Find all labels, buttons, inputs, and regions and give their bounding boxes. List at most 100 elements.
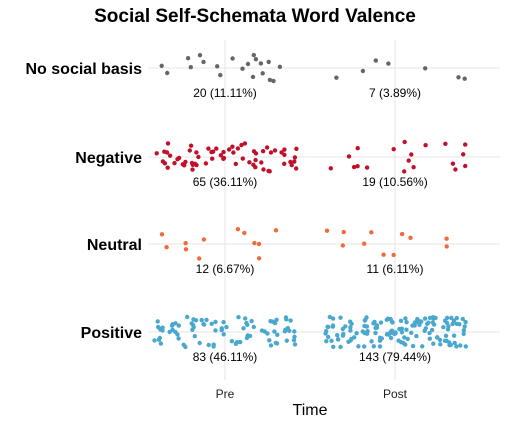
point-positive-pre <box>229 339 235 344</box>
chart-title: Social Self-Schemata Word Valence <box>94 6 416 27</box>
point-positive-pre <box>288 318 293 323</box>
point-negative-pre <box>292 155 298 160</box>
point-no-social-basis-pre <box>250 74 256 80</box>
point-negative-pre <box>268 150 274 155</box>
point-negative-pre <box>172 160 177 166</box>
point-negative-pre <box>240 156 245 161</box>
point-no-social-basis-pre <box>258 61 264 66</box>
point-positive-post <box>449 315 454 321</box>
point-neutral-pre <box>256 241 262 247</box>
point-negative-pre <box>162 161 168 166</box>
point-neutral-post <box>399 231 405 237</box>
point-positive-post <box>419 319 424 324</box>
point-negative-pre <box>239 142 244 148</box>
point-positive-post <box>346 339 351 344</box>
point-positive-post <box>331 344 336 349</box>
point-negative-pre <box>180 162 185 167</box>
point-positive-post <box>450 321 455 327</box>
point-positive-pre <box>268 343 274 348</box>
point-positive-pre <box>283 315 289 320</box>
point-negative-post <box>364 165 370 170</box>
point-positive-post <box>338 315 343 320</box>
point-positive-post <box>452 340 457 346</box>
point-positive-post <box>463 344 468 349</box>
point-positive-post <box>433 315 438 321</box>
point-positive-pre <box>183 344 188 350</box>
point-positive-post <box>423 326 428 331</box>
point-positive-post <box>441 325 446 330</box>
point-positive-pre <box>176 336 181 341</box>
point-positive-pre <box>211 342 216 347</box>
point-positive-pre <box>265 331 270 336</box>
point-no-social-basis-pre <box>245 61 251 67</box>
point-positive-pre <box>270 319 275 324</box>
point-positive-pre <box>284 338 289 343</box>
point-positive-post <box>460 316 465 322</box>
point-negative-pre <box>221 149 226 155</box>
point-negative-pre <box>226 147 232 152</box>
point-neutral-post <box>341 229 346 235</box>
point-negative-post <box>443 141 448 146</box>
point-positive-post <box>427 315 433 321</box>
point-positive-post <box>397 326 402 332</box>
point-positive-post <box>422 316 428 321</box>
point-negative-pre <box>260 149 266 154</box>
point-neutral-pre <box>183 247 189 252</box>
point-positive-post <box>402 335 407 340</box>
point-negative-post <box>355 146 360 151</box>
point-positive-post <box>343 324 348 329</box>
point-positive-pre <box>224 324 229 330</box>
point-positive-pre <box>155 319 160 324</box>
point-positive-pre <box>221 320 226 325</box>
point-positive-post <box>458 343 463 348</box>
points-layer <box>152 52 468 350</box>
point-negative-pre <box>196 154 201 160</box>
point-positive-pre <box>275 332 280 337</box>
y-category-label-positive: Positive <box>81 325 142 342</box>
point-positive-post <box>446 324 451 329</box>
point-neutral-post <box>381 252 386 257</box>
point-no-social-basis-pre <box>188 65 193 70</box>
count-label-no-social-basis-post: 7 (3.89%) <box>369 86 421 100</box>
point-negative-pre <box>209 149 214 155</box>
point-no-social-basis-pre <box>218 72 223 78</box>
point-negative-pre <box>294 166 299 171</box>
point-neutral-post <box>444 236 449 241</box>
count-label-positive-post: 143 (79.44%) <box>359 350 431 364</box>
point-positive-post <box>451 333 457 338</box>
point-no-social-basis-pre <box>159 63 164 68</box>
point-no-social-basis-post <box>423 66 428 71</box>
point-no-social-basis-post <box>386 61 391 66</box>
point-positive-pre <box>292 329 297 334</box>
point-neutral-pre <box>183 241 188 246</box>
point-negative-pre <box>282 161 287 166</box>
point-neutral-pre <box>235 227 241 232</box>
point-neutral-post <box>362 241 367 246</box>
point-positive-post <box>404 327 409 332</box>
point-negative-pre <box>154 151 159 156</box>
point-positive-pre <box>272 329 277 334</box>
point-positive-pre <box>243 316 248 321</box>
point-no-social-basis-pre <box>240 66 245 71</box>
point-positive-post <box>389 319 395 324</box>
point-positive-post <box>338 344 343 350</box>
point-neutral-pre <box>242 230 247 236</box>
point-negative-post <box>463 163 468 169</box>
count-label-negative-pre: 65 (36.11%) <box>193 175 257 189</box>
point-negative-post <box>450 161 456 166</box>
point-positive-post <box>447 342 452 348</box>
point-positive-pre <box>190 322 196 328</box>
point-no-social-basis-post <box>360 68 366 74</box>
point-negative-pre <box>264 145 270 150</box>
point-positive-post <box>377 344 383 349</box>
point-positive-pre <box>236 315 241 320</box>
point-negative-post <box>463 142 468 147</box>
point-no-social-basis-post <box>373 58 378 63</box>
point-negative-pre <box>235 146 241 151</box>
point-positive-pre <box>274 341 280 346</box>
point-neutral-pre <box>164 245 169 250</box>
point-positive-post <box>335 333 340 338</box>
point-negative-post <box>328 166 333 171</box>
point-negative-pre <box>294 146 299 151</box>
